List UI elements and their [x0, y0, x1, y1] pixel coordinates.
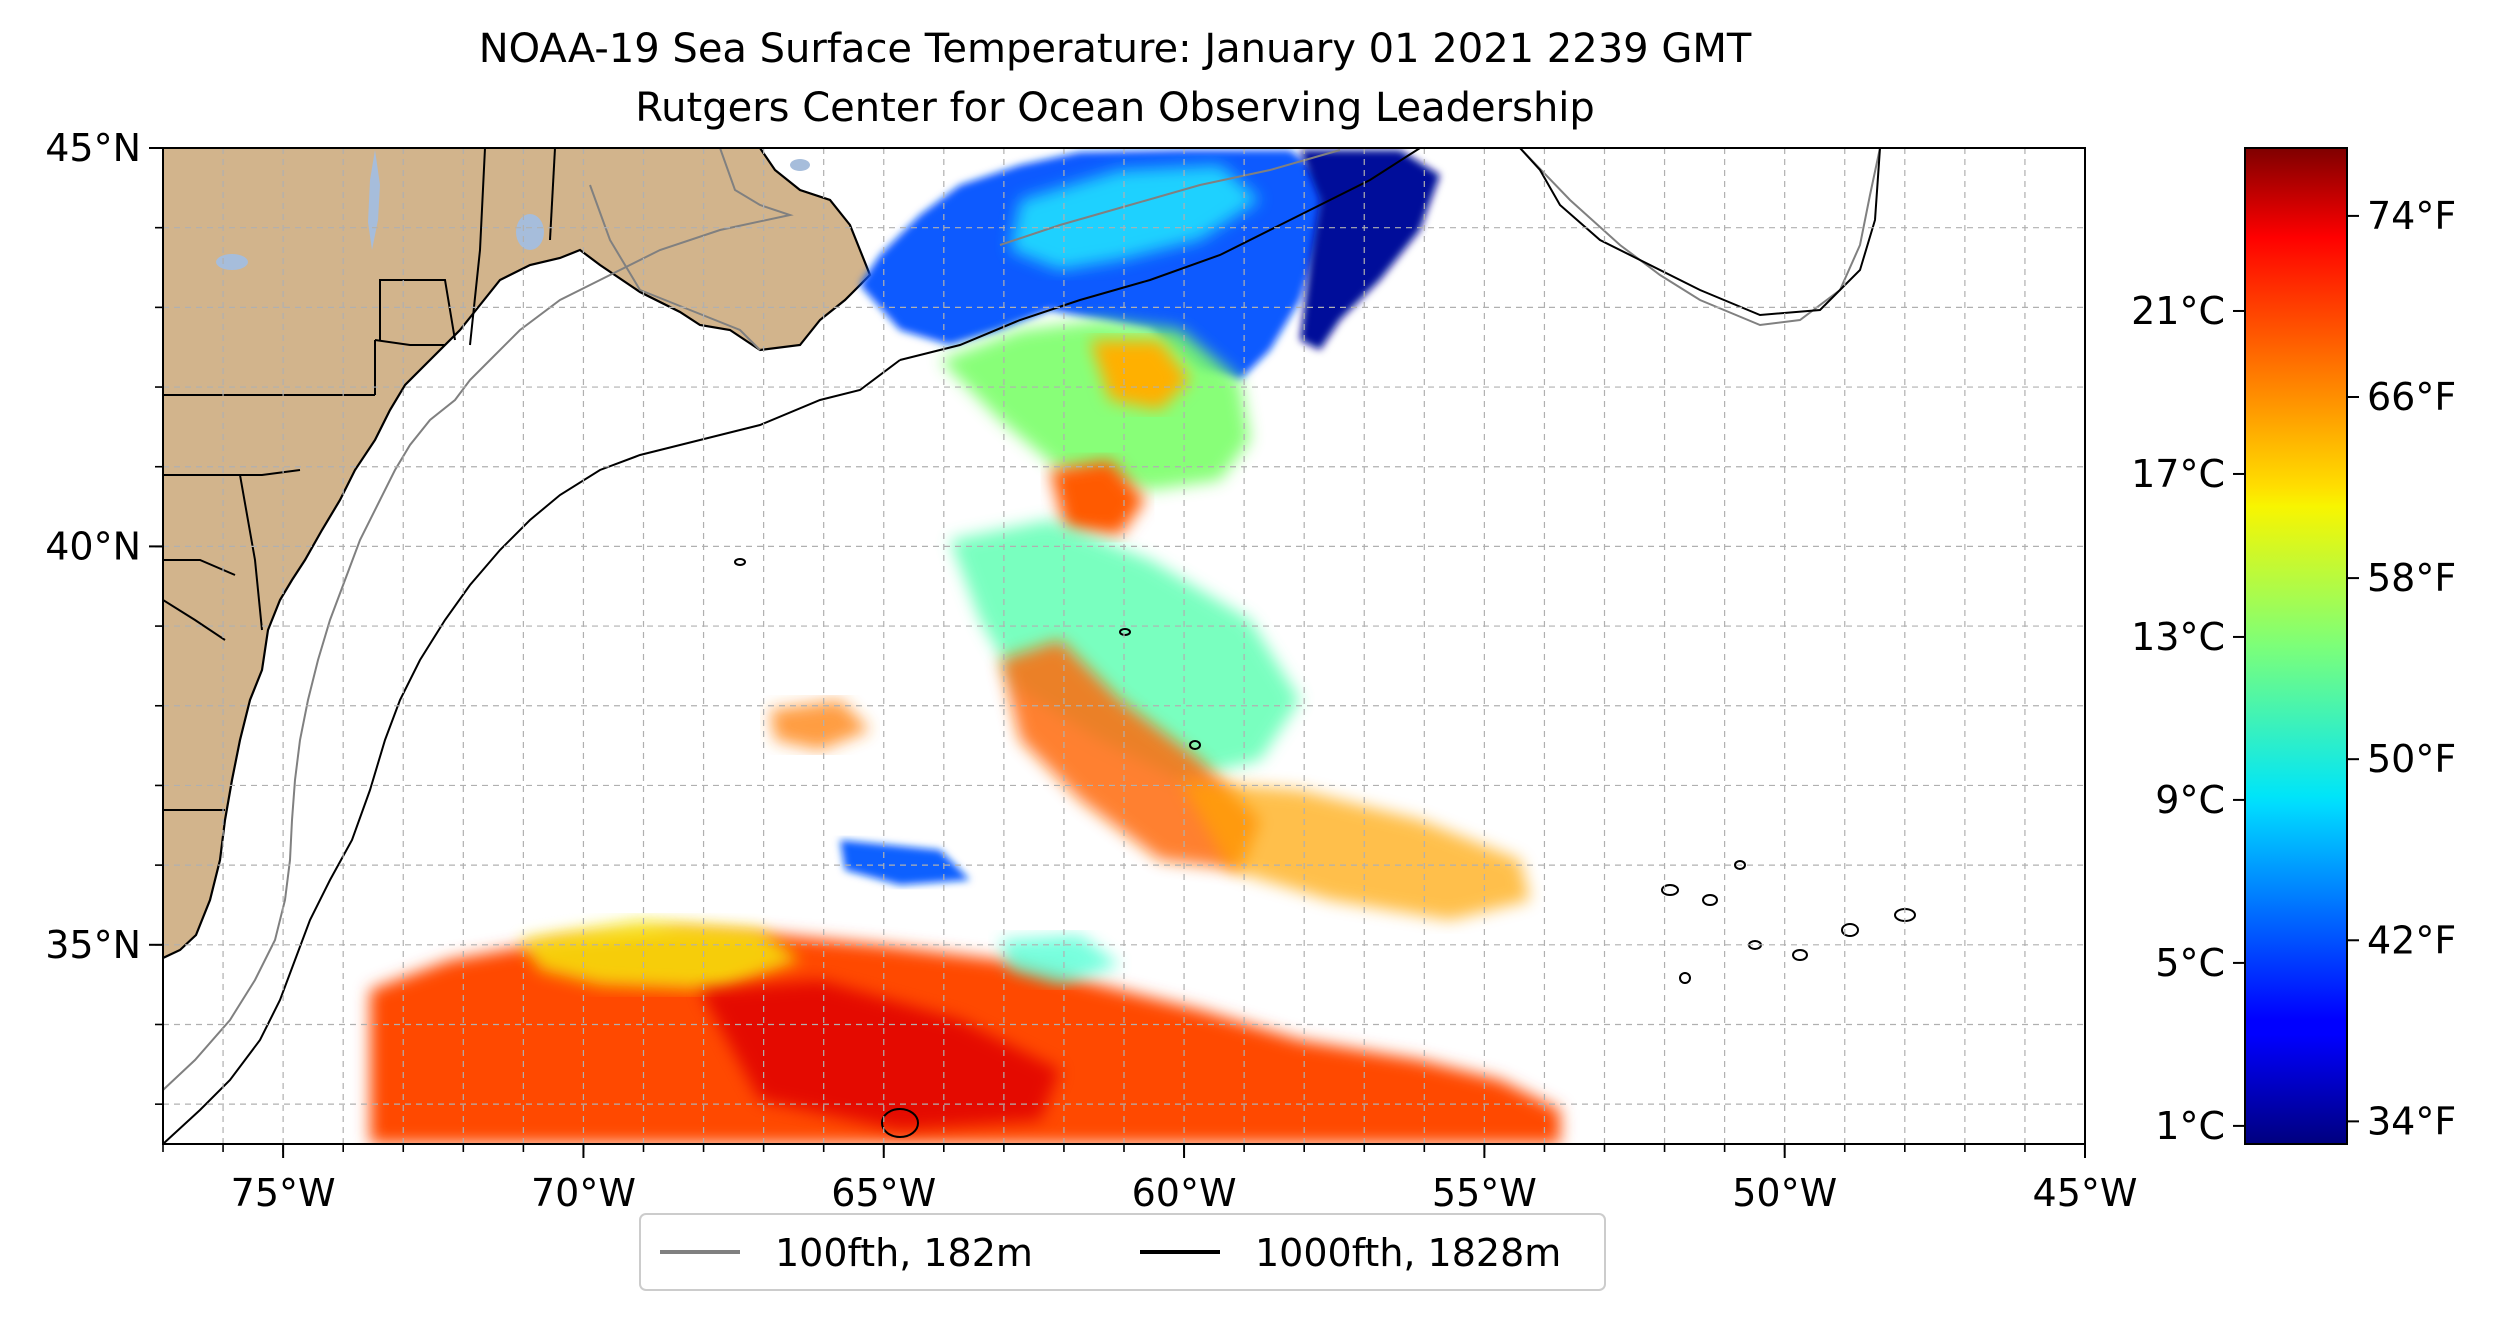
colorbar-label-c: 5°C	[2155, 941, 2225, 985]
map-gridlines	[163, 148, 2085, 1144]
legend-box	[639, 1213, 1606, 1291]
x-tick-label: 60°W	[1132, 1171, 1237, 1215]
colorbar-label-c: 13°C	[2131, 615, 2225, 659]
sst-patch-orange-streaks	[1000, 640, 1260, 870]
x-tick-label: 65°W	[831, 1171, 936, 1215]
lake-small-3	[790, 159, 810, 171]
title-line-2: Rutgers Center for Ocean Observing Leade…	[635, 85, 1595, 131]
colorbar-label-f: 66°F	[2367, 375, 2456, 419]
colorbar-celsius-ticks: 1°C 5°C 9°C 13°C 17°C 21°C	[2131, 289, 2245, 1148]
sst-data-layer	[370, 150, 1560, 1144]
colorbar-label-f: 42°F	[2367, 918, 2456, 962]
colorbar-gradient	[2244, 147, 2348, 1145]
sst-patch-deep-red	[700, 980, 1060, 1130]
colorbar-label-f: 50°F	[2367, 737, 2456, 781]
colorbar-label-c: 17°C	[2131, 452, 2225, 496]
sst-patch-blue-small	[840, 840, 970, 885]
isobath-100fth-3	[999, 149, 1341, 246]
title-line-1: NOAA-19 Sea Surface Temperature: January…	[479, 26, 1752, 72]
seamount-contours	[734, 558, 1916, 1138]
x-tick-label: 45°W	[2033, 1171, 2138, 1215]
isobath-100fth	[163, 148, 794, 1091]
map-panel	[163, 148, 2085, 1144]
x-tick-label: 55°W	[1432, 1171, 1537, 1215]
colorbar-label-f: 58°F	[2367, 556, 2456, 600]
colorbar-label-c: 1°C	[2155, 1104, 2225, 1148]
x-tick-label: 75°W	[231, 1171, 336, 1215]
x-axis: 75°W 70°W 65°W 60°W 55°W 50°W 45°W	[231, 1144, 2138, 1215]
sst-patch-streaks-mid	[950, 520, 1300, 780]
legend: 100fth, 182m 1000fth, 1828m	[639, 1213, 1606, 1291]
sst-patch-warm-eddy-2	[1050, 460, 1145, 535]
sst-patch-labrador-cold	[1300, 150, 1440, 350]
y-tick-label: 45°N	[45, 126, 141, 170]
y-axis: 45°N 40°N 35°N	[45, 126, 163, 967]
lake-small-1	[216, 254, 248, 270]
colorbar-fahrenheit-ticks: 34°F 42°F 50°F 58°F 66°F 74°F	[2347, 194, 2456, 1143]
legend-label-1000fth: 1000fth, 1828m	[1255, 1231, 1561, 1275]
isobath-100fth-2	[589, 184, 761, 351]
sst-patch-west-orange	[770, 700, 870, 750]
colorbar-label-c: 21°C	[2131, 289, 2225, 333]
colorbar-label-f: 74°F	[2367, 194, 2456, 238]
lake-champlain	[368, 150, 380, 250]
sst-patch-cyan-bits	[1000, 935, 1120, 985]
colorbar: 1°C 5°C 9°C 13°C 17°C 21°C 34°F 42°F 50°F 58°F 66…	[2131, 147, 2456, 1148]
y-tick-label: 40°N	[45, 524, 141, 568]
isobath-1000fth-east	[1519, 148, 1881, 317]
isobath-100fth-4	[1519, 148, 1881, 327]
colorbar-label-f: 34°F	[2367, 1099, 2456, 1143]
land-north-america	[163, 148, 870, 958]
sst-patch-cyan-streak	[1010, 165, 1260, 270]
legend-label-100fth: 100fth, 182m	[775, 1231, 1033, 1275]
colorbar-label-c: 9°C	[2155, 778, 2225, 822]
sst-patch-yellow-band	[520, 920, 800, 990]
coastline	[163, 148, 872, 959]
sst-patch-warm-eddy-1	[1090, 340, 1190, 410]
x-tick-label: 70°W	[531, 1171, 636, 1215]
y-tick-label: 35°N	[45, 923, 141, 967]
sst-patch-east-streaks	[1180, 780, 1530, 920]
isobath-1000fth	[163, 148, 1421, 1144]
x-tick-label: 50°W	[1732, 1171, 1837, 1215]
lake-small-2	[516, 214, 544, 250]
minor-ticks	[155, 147, 2086, 1152]
